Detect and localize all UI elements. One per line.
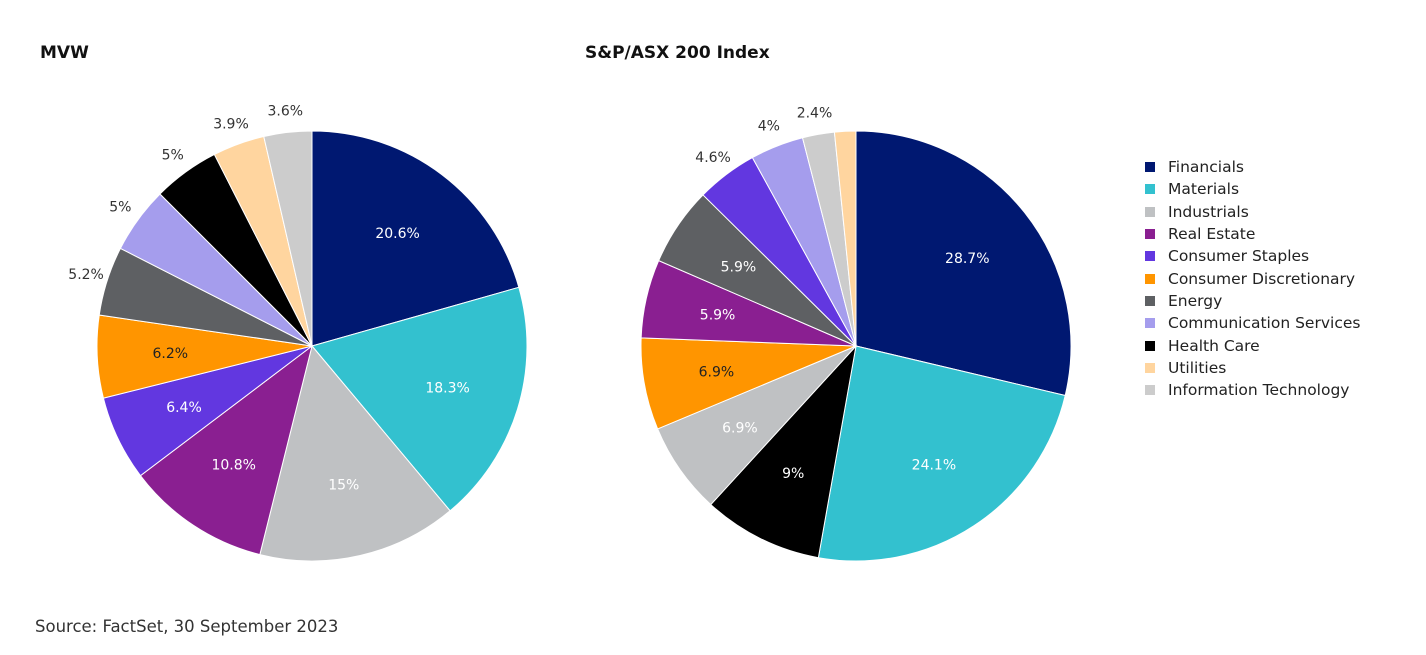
data-label-communication-services: 5% xyxy=(109,200,131,216)
data-label-financials: 20.6% xyxy=(375,226,419,242)
legend-item-materials: Materials xyxy=(1145,178,1360,200)
legend-swatch-consumer-staples xyxy=(1145,251,1155,262)
data-label-information-technology: 3.6% xyxy=(268,104,304,120)
data-label-energy: 5.2% xyxy=(68,267,104,283)
legend-label: Communication Services xyxy=(1168,314,1361,333)
legend-label: Utilities xyxy=(1168,358,1227,377)
data-label-consumer-staples: 4.6% xyxy=(695,150,731,166)
data-label-materials: 24.1% xyxy=(912,458,956,474)
legend-label: Health Care xyxy=(1168,336,1260,355)
pie-s-p-asx-200-index: 28.7% 24.1% 9% 6.9% 6.9% 5.9% 5.9% 4.6% 4% 2.4% xyxy=(640,106,1072,562)
legend-label: Real Estate xyxy=(1168,225,1256,244)
slice-utilities xyxy=(833,130,857,347)
legend: Financials Materials Industrials Real Estat… xyxy=(1145,156,1360,401)
slice-real-estate xyxy=(139,344,313,556)
data-label-consumer-discretionary: 6.2% xyxy=(153,346,189,362)
data-label-health-care: 5% xyxy=(162,147,184,163)
data-label-information-technology: 2.4% xyxy=(797,106,833,122)
legend-label: Consumer Staples xyxy=(1168,247,1310,266)
data-label-financials: 28.7% xyxy=(945,251,989,267)
slice-financials xyxy=(311,130,520,347)
legend-label: Industrials xyxy=(1168,202,1249,221)
legend-swatch-information-technology xyxy=(1145,385,1155,396)
legend-swatch-financials xyxy=(1145,162,1155,173)
data-label-industrials: 6.9% xyxy=(722,421,758,437)
data-label-health-care: 9% xyxy=(782,466,804,482)
legend-item-information-technology: Information Technology xyxy=(1145,379,1360,401)
legend-swatch-real-estate xyxy=(1145,229,1155,240)
legend-item-consumer-staples: Consumer Staples xyxy=(1145,245,1360,267)
slice-materials xyxy=(817,345,1066,562)
data-label-utilities: 3.9% xyxy=(213,116,249,132)
legend-swatch-consumer-discretionary xyxy=(1145,273,1155,284)
data-label-materials: 18.3% xyxy=(425,381,469,397)
data-label-industrials: 15% xyxy=(328,477,359,493)
legend-label: Financials xyxy=(1168,158,1244,177)
data-label-consumer-staples: 6.4% xyxy=(166,400,202,416)
legend-swatch-health-care xyxy=(1145,340,1155,351)
legend-item-industrials: Industrials xyxy=(1145,201,1360,223)
legend-item-utilities: Utilities xyxy=(1145,357,1360,379)
legend-label: Energy xyxy=(1168,291,1223,310)
legend-swatch-communication-services xyxy=(1145,318,1155,329)
chart-title-mvw: MVW xyxy=(40,43,89,63)
legend-item-communication-services: Communication Services xyxy=(1145,312,1360,334)
legend-item-financials: Financials xyxy=(1145,156,1360,178)
legend-label: Consumer Discretionary xyxy=(1168,269,1356,288)
data-label-communication-services: 4% xyxy=(758,119,780,135)
data-label-real-estate: 10.8% xyxy=(211,457,255,473)
data-label-energy: 5.9% xyxy=(721,260,757,276)
source-note: Source: FactSet, 30 September 2023 xyxy=(35,617,339,636)
pie-mvw: 20.6% 18.3% 15% 10.8% 6.4% 6.2% 5.2% 5% 5% 3.9% 3.… xyxy=(68,104,528,562)
legend-swatch-materials xyxy=(1145,184,1155,195)
legend-swatch-energy xyxy=(1145,295,1155,306)
legend-label: Materials xyxy=(1168,180,1240,199)
data-label-real-estate: 5.9% xyxy=(700,308,736,324)
legend-item-energy: Energy xyxy=(1145,290,1360,312)
slice-financials xyxy=(855,130,1072,397)
legend-item-consumer-discretionary: Consumer Discretionary xyxy=(1145,267,1360,289)
legend-item-real-estate: Real Estate xyxy=(1145,223,1360,245)
legend-item-health-care: Health Care xyxy=(1145,334,1360,356)
legend-swatch-utilities xyxy=(1145,362,1155,373)
slice-industrials xyxy=(259,344,451,562)
chart-title-asx200: S&P/ASX 200 Index xyxy=(585,43,770,63)
legend-label: Information Technology xyxy=(1168,381,1350,400)
data-label-consumer-discretionary: 6.9% xyxy=(699,364,735,380)
slice-materials xyxy=(311,286,528,512)
slice-information-technology xyxy=(263,130,313,347)
slice-health-care xyxy=(710,344,857,559)
legend-swatch-industrials xyxy=(1145,206,1155,217)
